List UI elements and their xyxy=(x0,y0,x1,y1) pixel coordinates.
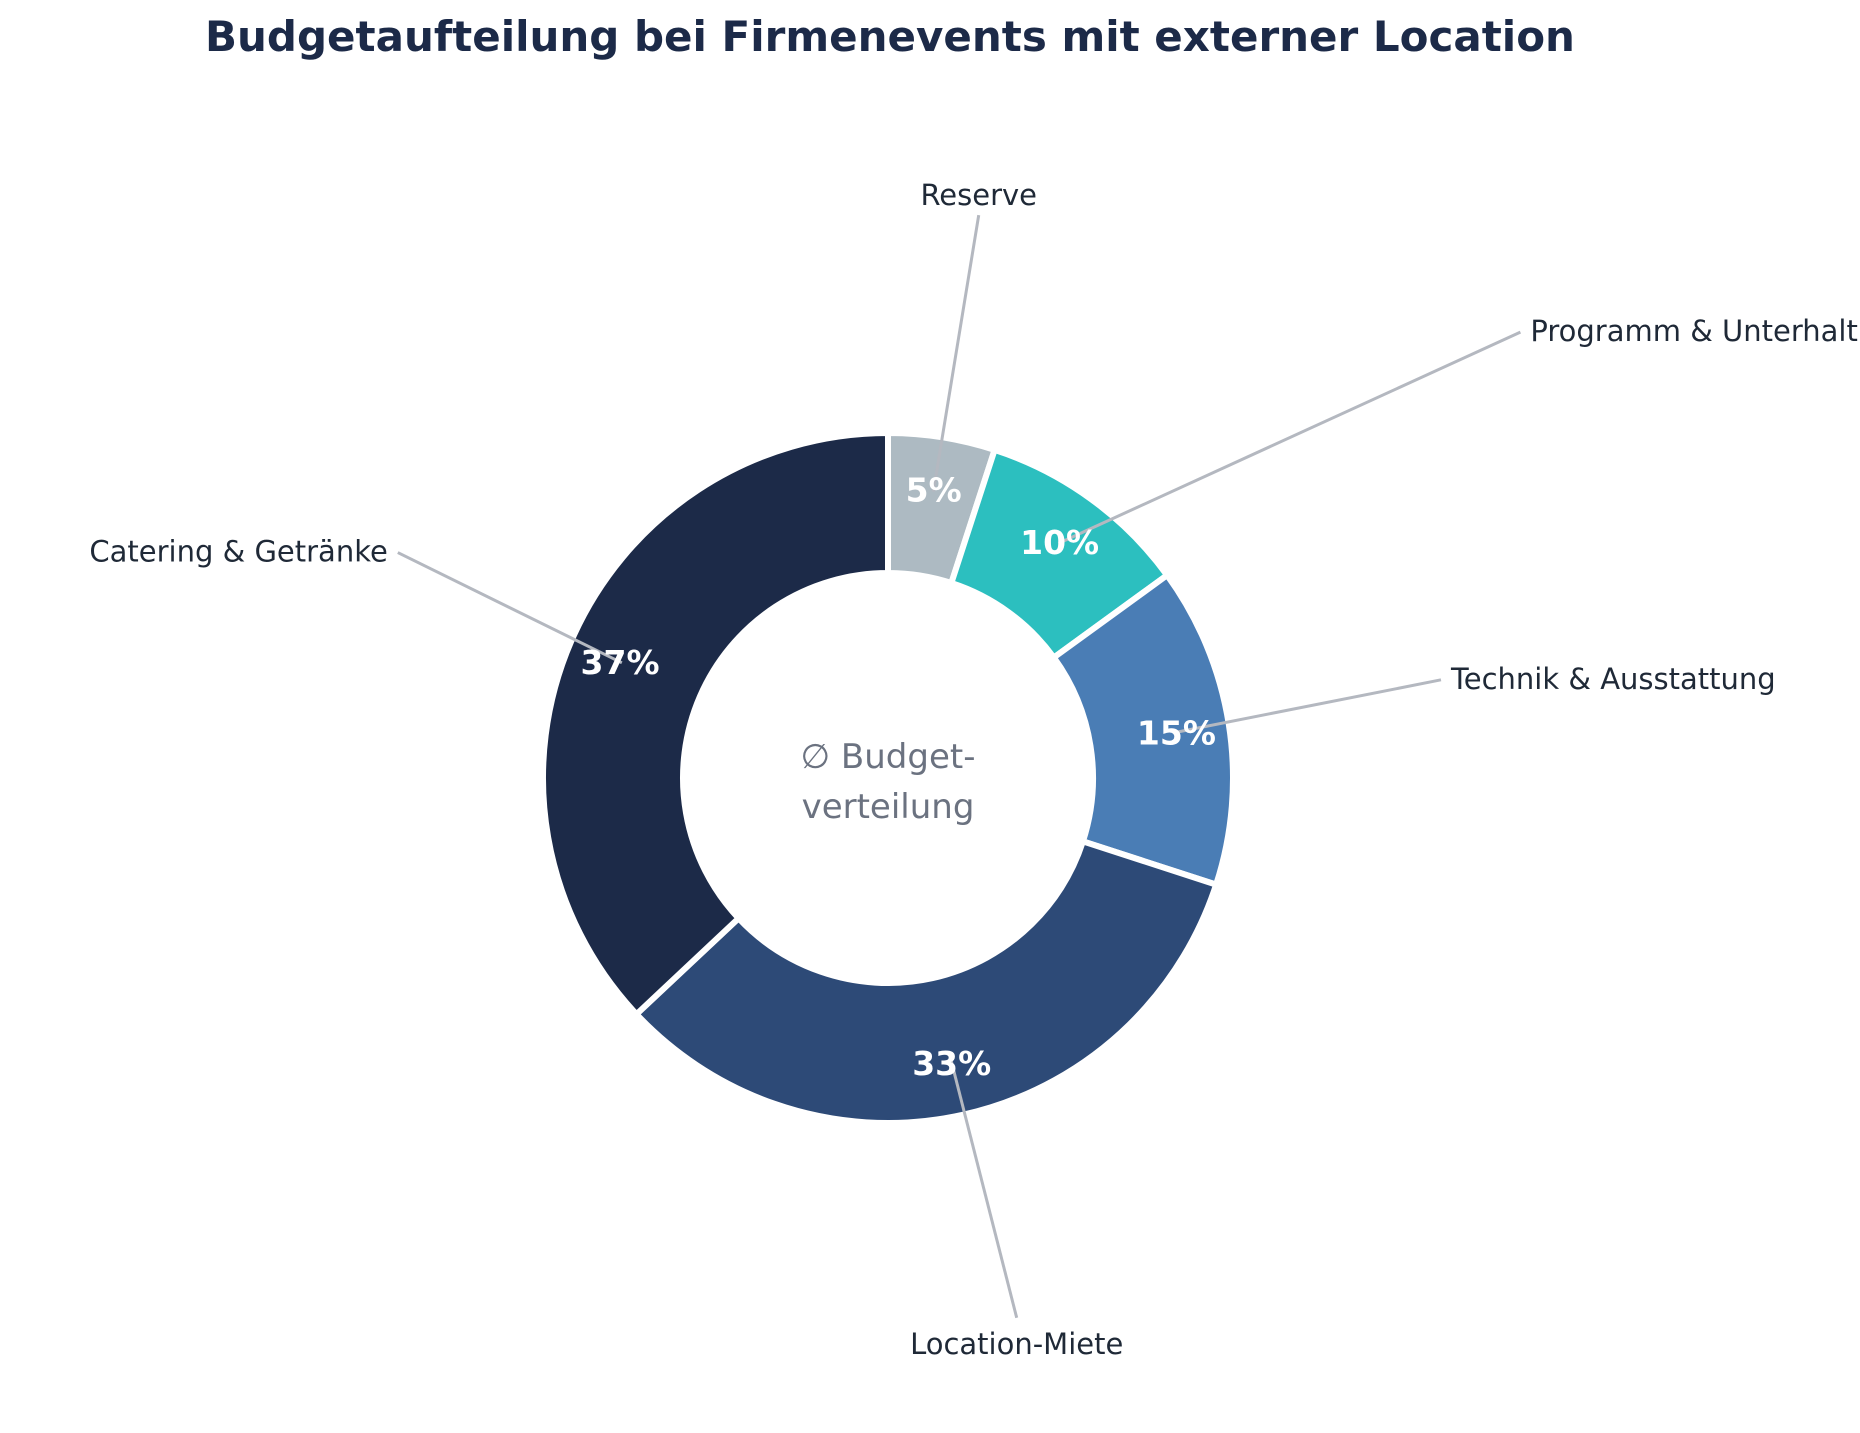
donut-slices xyxy=(540,429,1236,1126)
leader-line-0 xyxy=(931,214,981,492)
donut-slice-3 xyxy=(632,837,1220,1126)
slice-category-label-0: Reserve xyxy=(920,178,1037,212)
slice-value-label-4: 37% xyxy=(581,643,660,682)
chart-title: Budgetaufteilung bei Firmenevents mit ex… xyxy=(205,12,1575,61)
leader-lines xyxy=(397,214,1522,1319)
category-labels: Reserve Programm & Unterhaltung Technik & … xyxy=(89,178,1860,1361)
leader-line-2 xyxy=(1174,678,1442,735)
slice-category-label-4: Catering & Getränke xyxy=(89,535,387,569)
slice-value-label-3: 33% xyxy=(912,1044,991,1083)
value-labels: 5% 10% 15% 33% 37% xyxy=(581,471,1216,1083)
slice-value-label-2: 15% xyxy=(1137,713,1216,752)
leader-line-3 xyxy=(949,1060,1019,1319)
leader-line-1 xyxy=(1057,330,1522,545)
donut-slice-4 xyxy=(540,429,891,1019)
center-label: ∅ Budget- verteilung xyxy=(801,737,976,827)
slice-category-label-1: Programm & Unterhaltung xyxy=(1530,314,1860,348)
leader-line-4 xyxy=(397,551,623,665)
slice-value-label-0: 5% xyxy=(906,471,962,510)
slice-value-label-1: 10% xyxy=(1020,523,1099,562)
slice-category-label-3: Location-Miete xyxy=(910,1327,1123,1361)
slice-category-label-2: Technik & Ausstattung xyxy=(1450,662,1776,696)
center-label-line-1: ∅ Budget- xyxy=(801,737,976,777)
donut-slice-2 xyxy=(1049,571,1236,889)
center-label-line-2: verteilung xyxy=(802,787,975,827)
